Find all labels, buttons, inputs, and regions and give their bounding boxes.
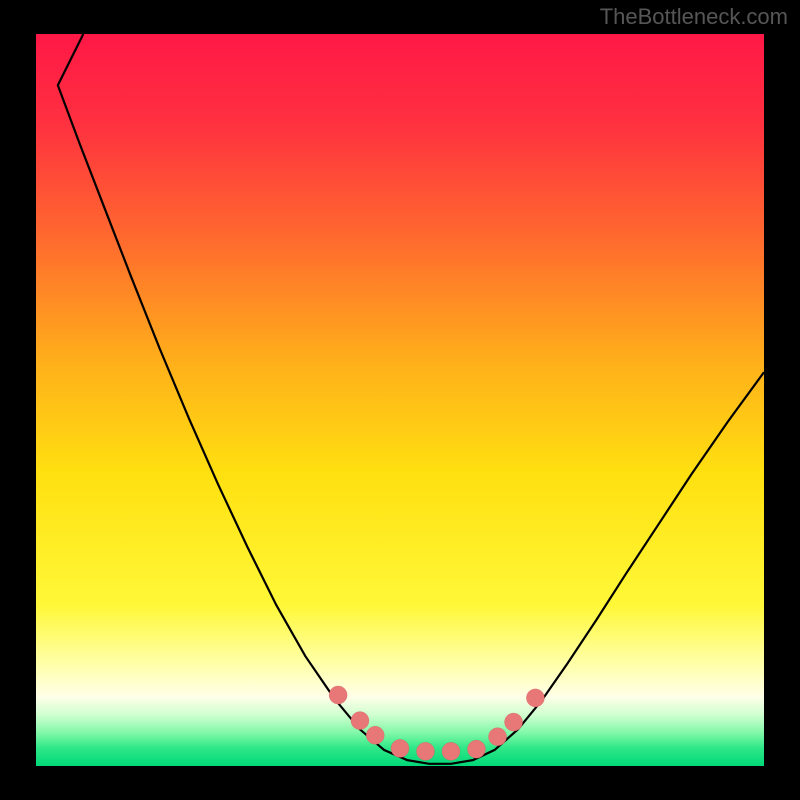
curve-marker	[351, 712, 369, 730]
marker-group	[329, 686, 544, 760]
curve-marker	[366, 726, 384, 744]
curve-marker	[526, 689, 544, 707]
curve-marker	[329, 686, 347, 704]
curve-marker	[505, 713, 523, 731]
curve-marker	[442, 742, 460, 760]
plot-area	[36, 34, 764, 766]
chart-frame: TheBottleneck.com	[0, 0, 800, 800]
watermark-text: TheBottleneck.com	[600, 4, 788, 30]
curve-marker	[416, 742, 434, 760]
bottleneck-curve	[58, 34, 764, 764]
curve-marker	[489, 728, 507, 746]
curve-layer	[36, 34, 764, 766]
curve-marker	[391, 739, 409, 757]
curve-marker	[467, 740, 485, 758]
